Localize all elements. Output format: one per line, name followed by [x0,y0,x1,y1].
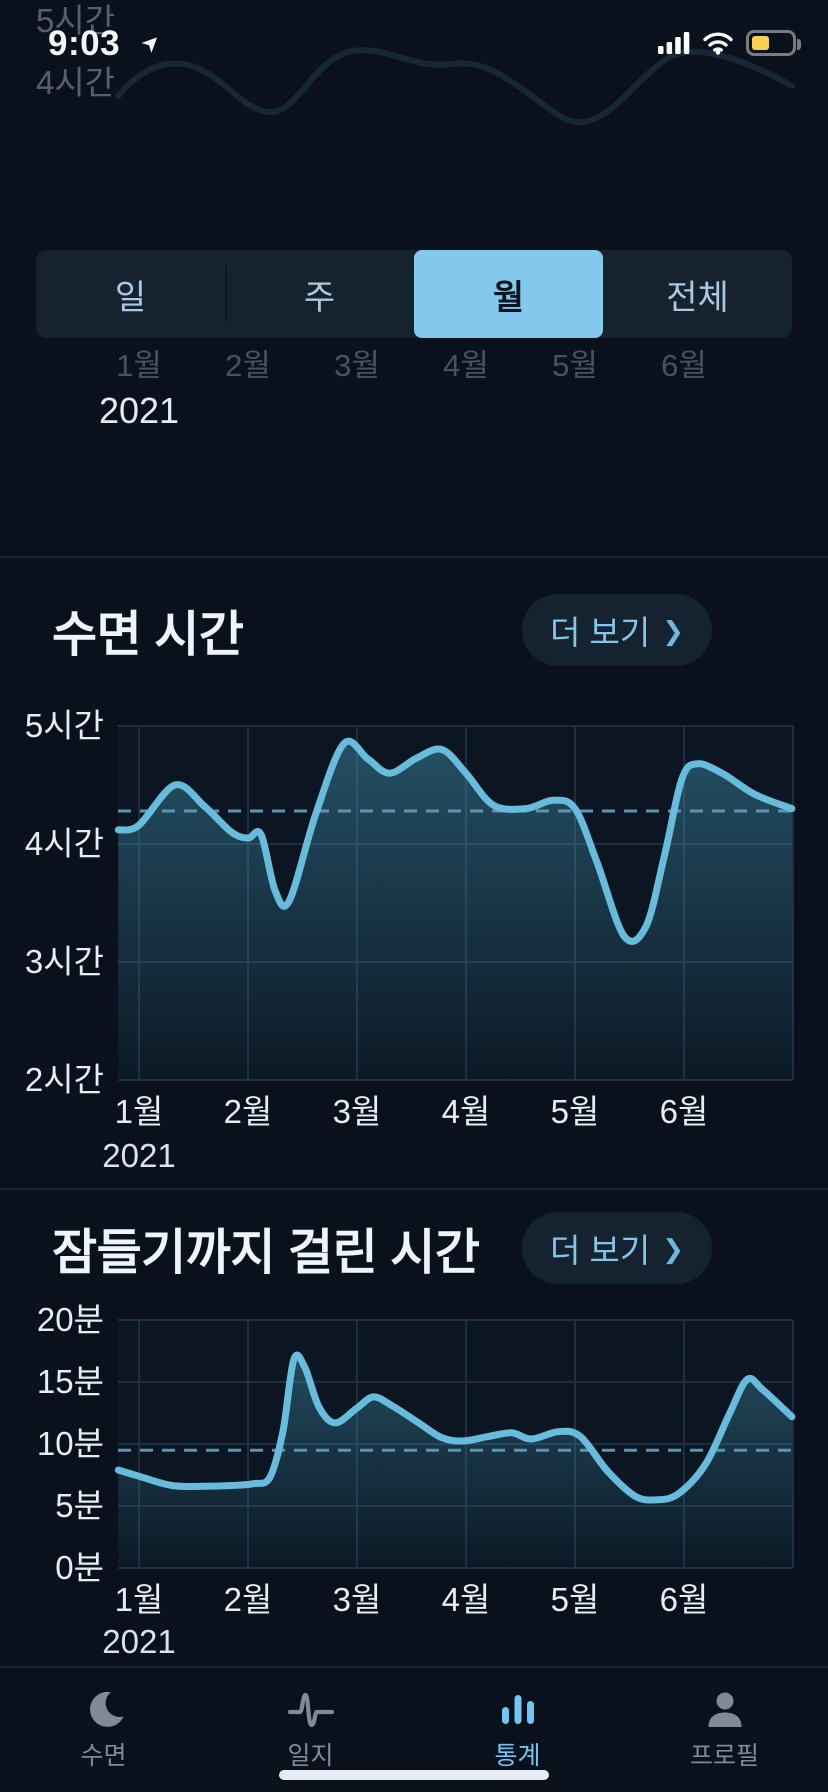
remnant-month-label: 1월 [116,348,162,383]
time-to-fall-asleep-chart[interactable] [114,1319,796,1569]
sleep-duration-section-header: 수면 시간 더 보기 ❯ [52,586,712,674]
section-divider [0,1666,828,1668]
see-more-label: 더 보기 [549,1232,651,1269]
x-axis-tick-label: 1월 [114,1093,164,1130]
remnant-month-label: 3월 [334,348,380,383]
y-axis-tick-label: 20분 [36,1301,104,1338]
person-icon [701,1686,749,1734]
segment-label: 월 [492,278,525,317]
x-axis-tick-label: 2월 [223,1581,273,1618]
y-axis-tick-label: 2시간 [24,1061,104,1098]
section-divider [0,1188,828,1190]
section-title-fall-asleep: 잠들기까지 걸린 시간 [52,1225,480,1280]
chart-line [114,738,796,945]
remnant-year-label: 2021 [98,390,180,431]
tab-statistics[interactable]: 통계 [414,1678,621,1792]
x-axis-tick-label: 1월 [114,1581,164,1618]
period-segmented-control: 일 주 월 전체 [36,250,792,338]
cellular-signal-icon [658,32,690,54]
x-axis-tick-label: 6월 [659,1581,709,1618]
x-axis-tick-label: 2월 [223,1093,273,1130]
remnant-month-label: 2월 [225,348,271,383]
home-indicator[interactable] [279,1770,549,1780]
status-bar: 9:03 ➤ [0,0,828,90]
plot-background [118,726,793,1080]
sleep-duration-chart[interactable] [114,725,796,1081]
chevron-right-icon: ❯ [662,1233,684,1264]
section-divider [0,556,828,558]
tab-label: 수면 [80,1742,127,1770]
fall-asleep-section-header: 잠들기까지 걸린 시간 더 보기 ❯ [52,1204,712,1292]
segment-all[interactable]: 전체 [603,250,792,338]
bar-chart-icon [494,1686,542,1734]
y-axis-tick-label: 4시간 [24,825,104,862]
clock-time: 9:03 [48,24,121,63]
battery-fill-level [752,36,769,50]
chart-area-fill [118,1355,794,1568]
chart-year-label: 2021 [102,1623,176,1660]
y-axis-tick-label: 0분 [55,1549,104,1586]
x-axis-tick-label: 5월 [550,1581,600,1618]
x-axis-tick-label: 5월 [550,1093,600,1130]
wifi-icon [703,32,733,55]
section-title-sleep-duration: 수면 시간 [52,607,244,662]
moon-icon [80,1686,128,1734]
segment-week[interactable]: 주 [225,250,414,338]
x-axis-tick-label: 3월 [332,1093,382,1130]
remnant-month-label: 5월 [552,348,598,383]
segment-day[interactable]: 일 [36,250,225,338]
see-more-button-fall-asleep[interactable]: 더 보기 ❯ [521,1212,712,1284]
x-axis-tick-label: 4월 [441,1093,491,1130]
tab-journal[interactable]: 일지 [207,1678,414,1792]
chart-grid [118,1319,794,1569]
segment-month[interactable]: 월 [414,250,603,338]
battery-icon [746,30,801,56]
segment-label: 주 [303,278,336,317]
remnant-month-label: 6월 [661,348,707,383]
tab-sleep[interactable]: 수면 [0,1678,207,1792]
segment-label: 전체 [666,278,729,317]
y-axis-tick-label: 5분 [55,1487,104,1524]
x-axis-tick-label: 3월 [332,1581,382,1618]
see-more-button-sleep-duration[interactable]: 더 보기 ❯ [521,594,712,666]
segment-label: 일 [114,278,147,317]
plot-background [118,1320,793,1568]
tab-label: 통계 [494,1742,541,1770]
see-more-label: 더 보기 [549,614,651,651]
chart-area-fill [118,741,794,1080]
y-axis-tick-label: 5시간 [24,707,104,744]
x-axis-tick-label: 4월 [441,1581,491,1618]
remnant-month-label: 4월 [443,348,489,383]
battery-nub [797,39,801,50]
chevron-right-icon: ❯ [662,615,684,646]
y-axis-tick-label: 15분 [36,1363,104,1400]
y-axis-tick-label: 10분 [36,1425,104,1462]
location-services-icon: ➤ [135,27,167,59]
tab-label: 프로필 [689,1742,759,1770]
status-icons [658,30,802,56]
tab-label: 일지 [287,1742,334,1770]
tab-bar: 수면 일지 통계 프로필 [0,1678,828,1792]
chart-year-label: 2021 [102,1137,176,1174]
x-axis-tick-label: 6월 [659,1093,709,1130]
chart-grid [118,725,794,1081]
chart-line [114,1351,796,1504]
y-axis-tick-label: 3시간 [24,943,104,980]
waveform-icon [287,1686,335,1734]
tab-profile[interactable]: 프로필 [621,1678,828,1792]
